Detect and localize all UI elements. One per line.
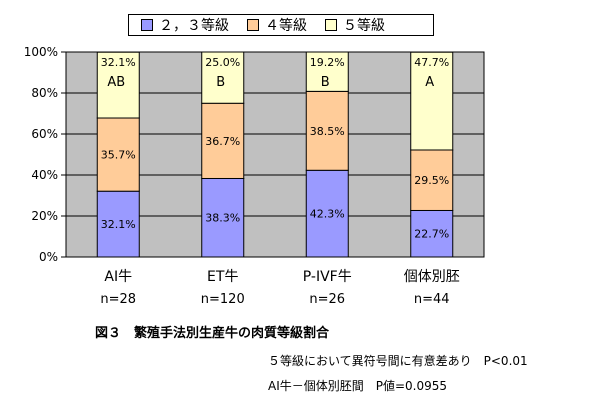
legend-label-grade-4: ４等級 bbox=[265, 18, 307, 34]
data-label: 35.7% bbox=[101, 149, 136, 162]
significance-letter: A bbox=[425, 75, 434, 90]
category-n-label: n=28 bbox=[100, 292, 136, 307]
data-label: 19.2% bbox=[310, 56, 345, 69]
significance-letter: B bbox=[216, 75, 225, 90]
legend-swatch-grade-5 bbox=[325, 19, 337, 31]
legend-swatch-grade-2-3 bbox=[141, 19, 153, 31]
data-label: 29.5% bbox=[414, 174, 449, 187]
bar-segment bbox=[96, 51, 140, 119]
bar-segment bbox=[201, 51, 245, 104]
bar-segment bbox=[410, 149, 454, 211]
category-label: ET牛 bbox=[207, 269, 238, 285]
legend-label-grade-5: ５等級 bbox=[343, 18, 385, 34]
category-n-label: n=26 bbox=[309, 292, 345, 307]
bars: 32.1%35.7%32.1%AB38.3%36.7%25.0%B42.3%38… bbox=[96, 51, 454, 258]
significance-note: ５等級において異符号間に有意差あり P<0.01 bbox=[268, 354, 528, 368]
data-label: 32.1% bbox=[101, 56, 136, 69]
legend-swatch-grade-4 bbox=[247, 19, 259, 31]
data-label: 22.7% bbox=[414, 228, 449, 241]
data-label: 47.7% bbox=[414, 56, 449, 69]
x-axis: AI牛 n=28 ET牛 n=120 P-IVF牛 n=26 個体別胚 n=44 bbox=[100, 269, 459, 307]
significance-letter: AB bbox=[107, 75, 125, 90]
category-label: AI牛 bbox=[104, 269, 132, 285]
category-n-label: n=44 bbox=[414, 292, 450, 307]
legend-item-grade-2-3: ２，３等級 bbox=[141, 15, 229, 35]
bar-segment bbox=[305, 51, 349, 92]
bar-segment bbox=[96, 190, 140, 258]
category-label: P-IVF牛 bbox=[303, 269, 352, 285]
y-tick-label: 100% bbox=[24, 45, 58, 59]
significance-letter: B bbox=[321, 75, 330, 90]
data-label: 32.1% bbox=[101, 218, 136, 231]
data-label: 42.3% bbox=[310, 208, 345, 221]
category-n-label: n=120 bbox=[201, 292, 245, 307]
y-tick-label: 80% bbox=[31, 86, 58, 100]
bar-segment bbox=[305, 90, 349, 171]
legend-item-grade-4: ４等級 bbox=[247, 15, 307, 35]
bar-segment bbox=[96, 117, 140, 192]
data-label: 38.5% bbox=[310, 125, 345, 138]
legend-label-grade-2-3: ２，３等級 bbox=[159, 18, 229, 34]
legend: ２，３等級 ４等級 ５等級 bbox=[128, 14, 434, 36]
y-tick-label: 60% bbox=[31, 127, 58, 141]
figure-caption: 図３ 繁殖手法別生産牛の肉質等級割合 bbox=[95, 326, 330, 341]
category-label: 個体別胚 bbox=[404, 269, 460, 285]
p-value-note: AI牛－個体別胚間 P値=0.0955 bbox=[268, 379, 448, 393]
y-tick-label: 40% bbox=[31, 168, 58, 182]
bar-segment bbox=[410, 51, 454, 151]
legend-item-grade-5: ５等級 bbox=[325, 15, 385, 35]
data-label: 36.7% bbox=[205, 135, 240, 148]
data-label: 38.3% bbox=[205, 212, 240, 225]
y-tick-label: 0% bbox=[39, 250, 58, 264]
y-axis: 0% 20% 40% 60% 80% 100% bbox=[24, 45, 66, 264]
data-label: 25.0% bbox=[205, 56, 240, 69]
bar-segment bbox=[201, 102, 245, 179]
y-tick-label: 20% bbox=[31, 209, 58, 223]
